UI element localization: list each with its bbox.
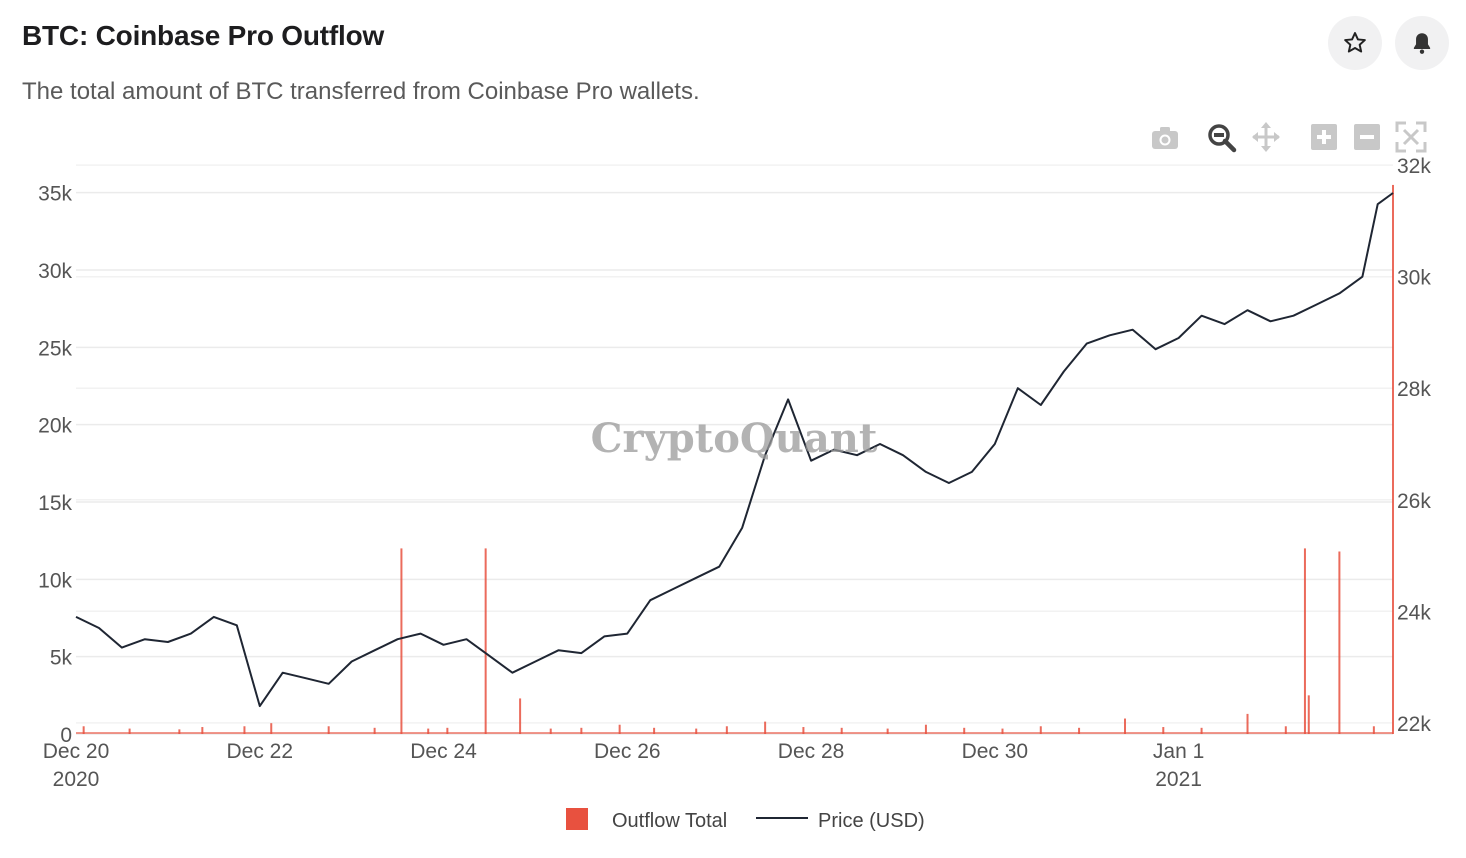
favorite-button[interactable] (1328, 16, 1382, 70)
legend-label-price: Price (USD) (818, 810, 925, 832)
outflow-bar (1303, 548, 1306, 734)
outflow-bar (1392, 184, 1394, 734)
zoom-icon[interactable] (1208, 124, 1237, 153)
outflow-bar (725, 726, 728, 734)
outflow-bar (1078, 727, 1081, 734)
y-left-tick-label: 25k (38, 337, 72, 360)
outflow-bar (1307, 695, 1310, 734)
bell-icon (1413, 33, 1431, 54)
outflow-bar (327, 726, 330, 734)
outflow-bar (1039, 726, 1042, 734)
outflow-bar (1246, 713, 1249, 734)
outflow-bar (427, 728, 430, 734)
outflow-bar (1284, 726, 1287, 734)
zoom-in-icon[interactable] (1311, 124, 1337, 150)
star-icon (1344, 32, 1366, 53)
page-title: BTC: Coinbase Pro Outflow (22, 20, 385, 51)
outflow-bar (1124, 718, 1127, 734)
legend-label-outflow: Outflow Total (612, 810, 727, 832)
outflow-bar (1162, 727, 1165, 734)
outflow-bar (178, 729, 181, 734)
grid (76, 164, 1393, 735)
outflow-bars (76, 184, 1394, 734)
legend-item-outflow[interactable]: Outflow Total (566, 808, 727, 832)
y-right-tick-label: 32k (1397, 155, 1431, 178)
outflow-bar (1200, 727, 1203, 734)
watermark: CryptoQuant (591, 415, 878, 462)
axes: 0 5k 10k 15k 20k 25k 30k 35k 22k 24k 26k 28k 30k 32k D… (38, 155, 1431, 791)
outflow-bar (963, 727, 966, 734)
y-left-tick-label: 35k (38, 183, 72, 206)
price-line-group (75, 192, 1394, 708)
x-tick-label: Jan 1 (1153, 740, 1204, 763)
chart-toolbar (1152, 121, 1427, 153)
x-tick-label: Dec 26 (594, 740, 661, 763)
outflow-bar (519, 698, 522, 734)
pan-icon[interactable] (1252, 122, 1280, 152)
x-tick-sublabel: 2021 (1155, 768, 1202, 791)
outflow-bar (82, 726, 85, 734)
outflow-bar (802, 727, 805, 734)
outflow-bar (924, 724, 927, 734)
y-left-tick-label: 10k (38, 569, 72, 592)
y-right-tick-label: 28k (1397, 378, 1431, 401)
outflow-bar (128, 728, 131, 734)
outflow-bar (549, 728, 552, 734)
outflow-bar (1001, 728, 1004, 734)
zoom-out-icon[interactable] (1354, 124, 1380, 150)
outflow-bar (446, 727, 449, 734)
page-subtitle: The total amount of BTC transferred from… (22, 78, 700, 105)
outflow-bar (1372, 726, 1375, 734)
outflow-bar (764, 721, 767, 734)
outflow-bar (840, 727, 843, 734)
y-left-tick-label: 20k (38, 415, 72, 438)
y-right-tick-label: 26k (1397, 490, 1431, 513)
outflow-bar (1338, 551, 1341, 734)
outflow-bar (695, 728, 698, 734)
legend: Outflow Total Price (USD) (566, 808, 925, 832)
y-right-tick-label: 22k (1397, 713, 1431, 736)
outflow-bar (400, 548, 403, 734)
x-tick-label: Dec 20 (43, 740, 110, 763)
camera-icon[interactable] (1152, 127, 1178, 149)
outflow-chart[interactable]: CryptoQuant 0 5k 10k 15k 20k 25k 30k 35k 22k 24k 2… (0, 110, 1466, 858)
autoscale-icon[interactable] (1395, 121, 1427, 153)
legend-item-price[interactable]: Price (USD) (756, 810, 925, 832)
y-left-tick-label: 5k (50, 647, 73, 670)
y-left-tick-label: 30k (38, 260, 72, 283)
y-right-tick-label: 24k (1397, 601, 1431, 624)
legend-swatch-outflow (566, 808, 588, 830)
outflow-bar (580, 727, 583, 734)
y-left-tick-label: 15k (38, 492, 72, 515)
x-tick-sublabel: 2020 (53, 768, 100, 791)
alert-button[interactable] (1395, 16, 1449, 70)
x-tick-label: Dec 24 (410, 740, 477, 763)
outflow-bar (243, 726, 246, 734)
outflow-bar (270, 723, 273, 734)
x-tick-label: Dec 28 (778, 740, 845, 763)
outflow-bar (886, 728, 889, 734)
outflow-bar (618, 724, 621, 734)
price-line (75, 192, 1394, 708)
y-right-tick-label: 30k (1397, 267, 1431, 290)
x-tick-label: Dec 30 (962, 740, 1029, 763)
outflow-bar (373, 727, 376, 734)
y-left-tick-label: 0 (60, 724, 72, 747)
outflow-bar (653, 727, 656, 734)
outflow-bar (201, 727, 204, 734)
outflow-bar (484, 548, 487, 734)
x-tick-label: Dec 22 (226, 740, 293, 763)
